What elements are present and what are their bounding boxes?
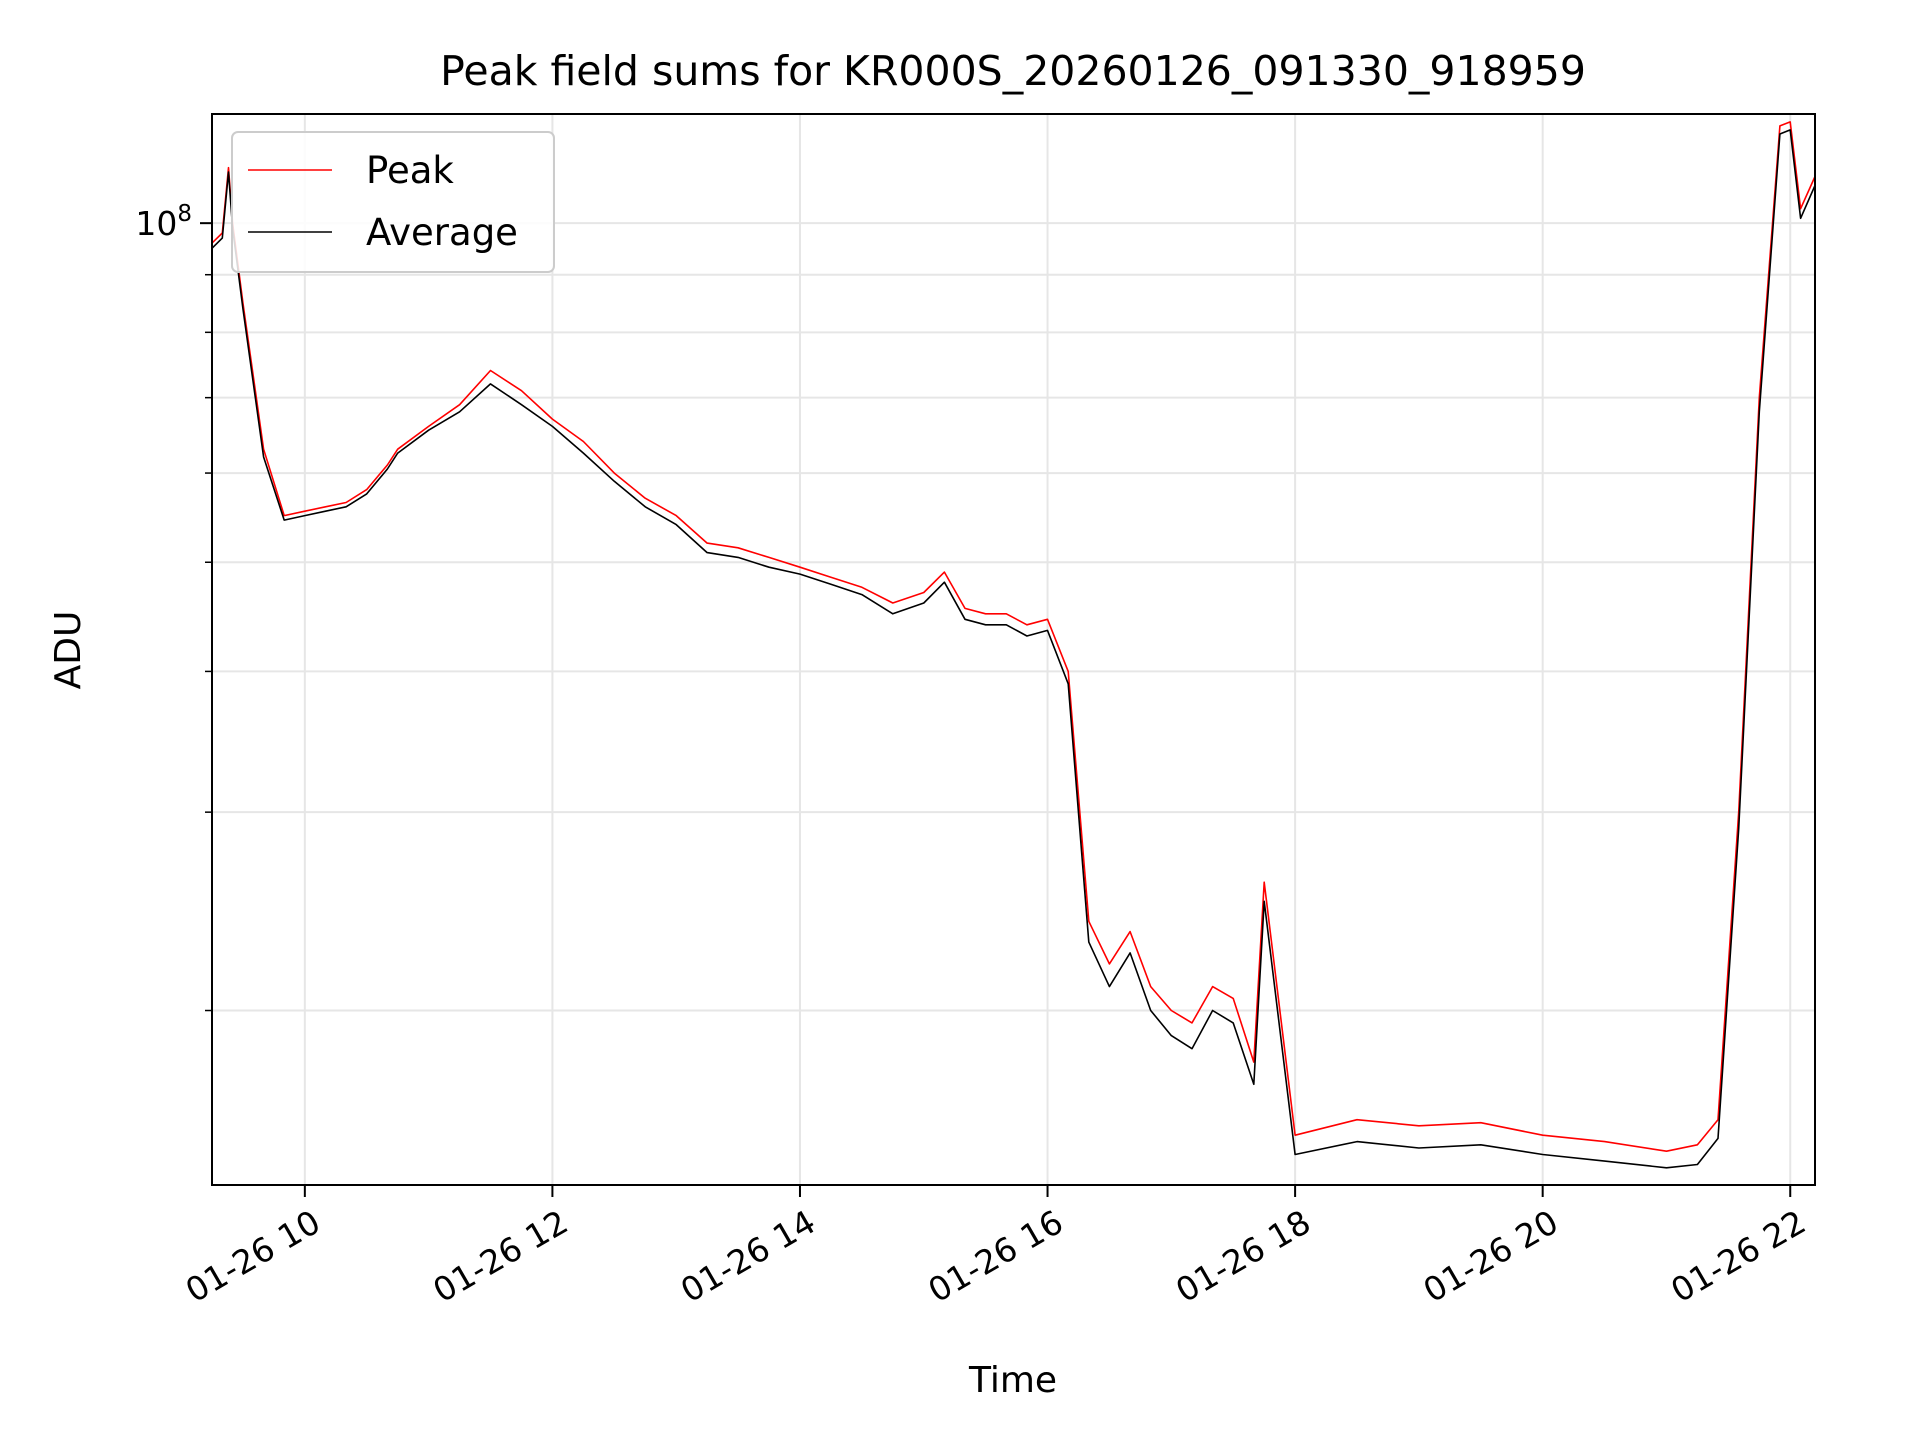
chart-title: Peak field sums for KR000S_20260126_0913… <box>440 47 1586 95</box>
y-tick-label: 108 <box>135 201 192 243</box>
legend-box <box>231 131 555 273</box>
x-axis-label: Time <box>968 1360 1057 1401</box>
legend-average-label: Average <box>366 211 518 254</box>
y-axis-label: ADU <box>48 611 89 690</box>
legend: Peak Average <box>231 131 555 273</box>
legend-peak-label: Peak <box>366 149 454 192</box>
plot-frame <box>211 113 1816 1186</box>
series-layer <box>212 121 1815 1169</box>
grid <box>212 114 1815 1185</box>
series-line-average <box>212 129 1815 1169</box>
series-line-peak <box>212 121 1815 1152</box>
